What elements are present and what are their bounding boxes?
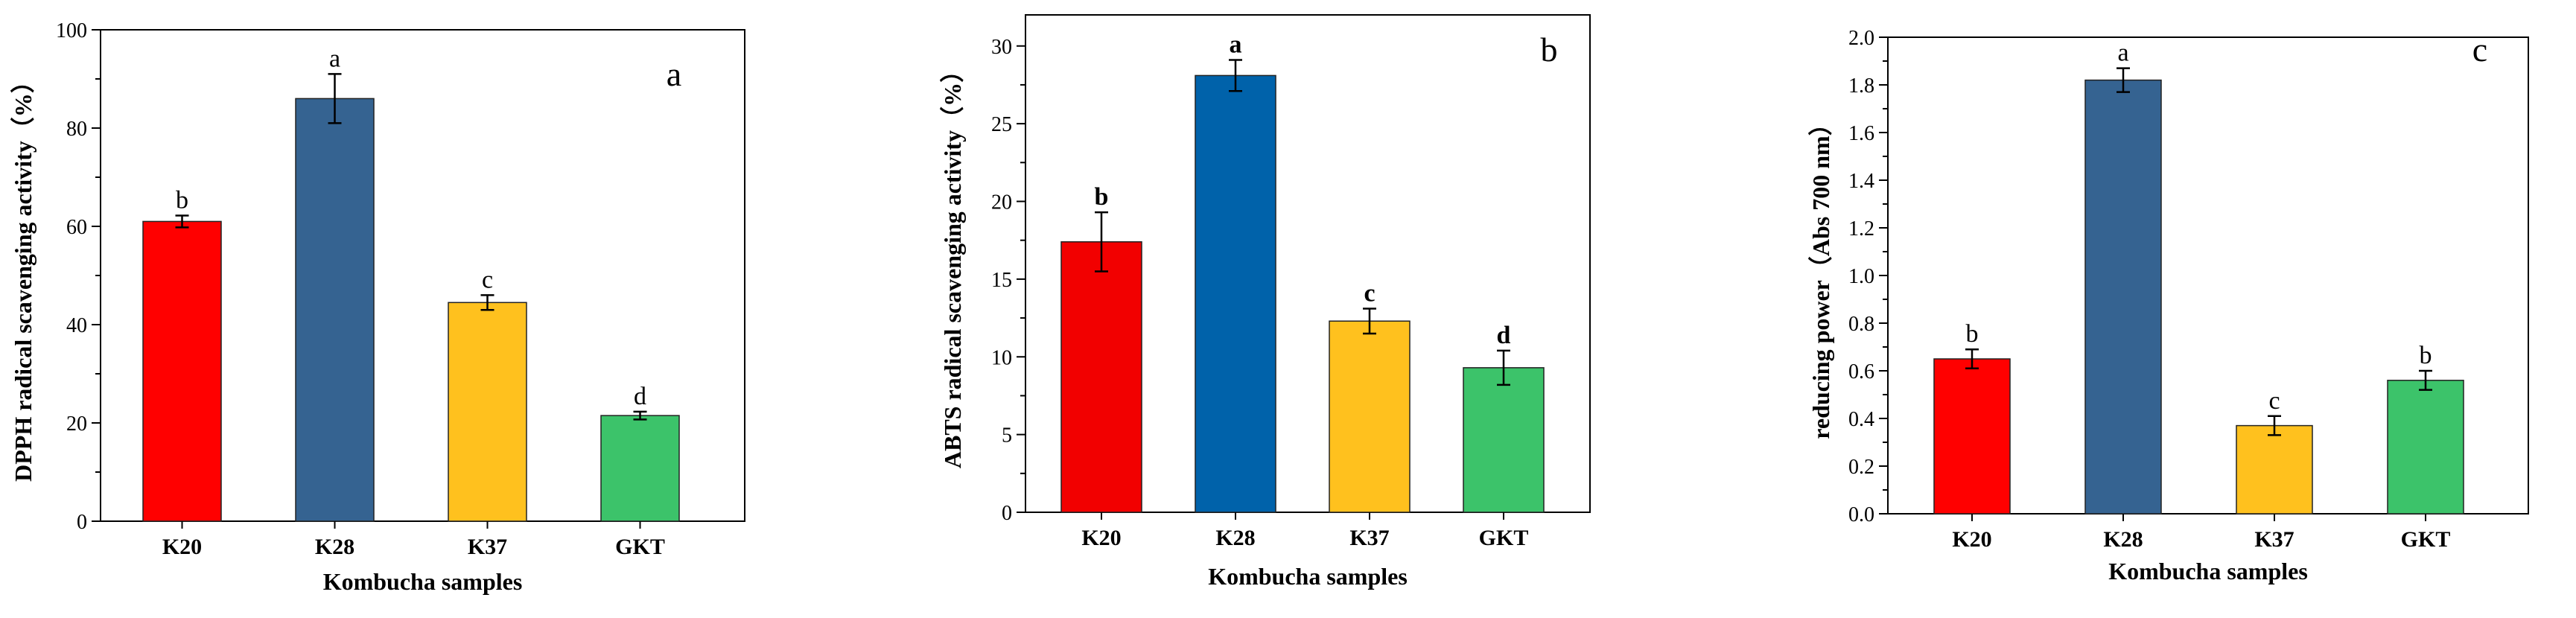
significance-letter: d (634, 383, 646, 410)
y-tick-label: 2.0 (1848, 27, 1874, 50)
y-tick-label: 60 (66, 216, 87, 239)
y-tick-label: 1.6 (1848, 122, 1874, 145)
y-tick-label: 20 (991, 191, 1012, 214)
y-tick-label: 0.8 (1848, 313, 1874, 336)
bar-gkt (1463, 367, 1545, 513)
x-tick-label: K37 (468, 535, 507, 559)
chart-panel-a: 0 20 40 60 80 100 b K20 a K28 c K37 d GKT a Kombucha sa… (10, 19, 745, 595)
y-tick-label: 10 (991, 346, 1012, 369)
significance-letter: d (1497, 322, 1511, 349)
y-tick-label: 0 (77, 511, 87, 534)
significance-letter: b (176, 186, 188, 214)
y-axis-title: DPPH radical scavenging activity（%） (10, 69, 36, 482)
x-tick-label: GKT (1479, 526, 1529, 550)
bar-gkt (600, 415, 680, 522)
y-tick-label: 0.4 (1848, 408, 1874, 431)
panel-letter: c (2472, 31, 2487, 69)
y-tick-label: 40 (66, 314, 87, 337)
bar-k28 (1195, 74, 1276, 513)
panel-letter: b (1541, 31, 1558, 69)
bar-k20 (1060, 241, 1142, 513)
panel-letter: a (667, 55, 681, 93)
y-tick-label: 20 (66, 412, 87, 436)
significance-letter: c (1364, 280, 1375, 308)
y-tick-label: 0.0 (1848, 503, 1874, 526)
x-tick-label: K37 (1349, 526, 1389, 550)
x-axis-title: Kombucha samples (2108, 558, 2308, 584)
bar-k37 (448, 302, 527, 522)
y-axis-title: reducing power（Abs 700 nm） (1807, 112, 1834, 439)
x-tick-label: GKT (615, 535, 665, 559)
chart-panel-b: 0 5 10 15 20 25 30 b K20 a K28 c K37 d GKT b Kombucha sa… (939, 14, 1591, 590)
significance-letter: c (2268, 387, 2280, 415)
x-tick-label: K28 (1215, 526, 1255, 550)
y-tick-label: 5 (1002, 424, 1012, 447)
bar-k37 (2236, 424, 2313, 515)
y-tick-label: 1.4 (1848, 170, 1874, 193)
significance-letter: b (1095, 183, 1109, 211)
y-tick-label: 0.6 (1848, 360, 1874, 383)
y-tick-label: 25 (991, 113, 1012, 136)
significance-letter: a (2117, 39, 2128, 67)
y-tick-label: 0.2 (1848, 456, 1874, 479)
bar-gkt (2387, 380, 2464, 515)
y-tick-label: 15 (991, 269, 1012, 292)
y-tick-label: 1.0 (1848, 265, 1874, 288)
y-tick-label: 0 (1002, 502, 1012, 525)
bar-k20 (142, 220, 222, 522)
x-tick-label: K28 (315, 535, 354, 559)
y-tick-label: 1.8 (1848, 74, 1874, 98)
y-tick-label: 1.2 (1848, 217, 1874, 240)
bar-k20 (1933, 358, 2011, 515)
significance-letter: b (2420, 342, 2432, 369)
x-axis-title: Kombucha samples (1208, 563, 1408, 590)
y-tick-label: 80 (66, 118, 87, 141)
x-tick-label: K20 (162, 535, 202, 559)
y-tick-label: 100 (56, 19, 87, 42)
y-tick-label: 30 (991, 36, 1012, 59)
bar-k28 (2084, 79, 2162, 515)
chart-panel-c: 0.0 0.2 0.4 0.6 0.8 1.0 1.2 1.4 1.6 1.8 2.0 b K20 a K2… (1807, 27, 2529, 584)
x-tick-label: K20 (1081, 526, 1121, 550)
x-axis-title: Kombucha samples (323, 568, 523, 595)
y-axis-title: ABTS radical scavenging activity（%） (939, 59, 966, 468)
significance-letter: a (329, 45, 340, 72)
plot-frame (1025, 14, 1591, 513)
x-tick-label: K37 (2254, 527, 2294, 552)
significance-letter: a (1230, 31, 1242, 59)
bar-k37 (1329, 320, 1411, 513)
x-tick-label: K28 (2103, 527, 2143, 552)
x-tick-label: GKT (2401, 527, 2451, 552)
x-tick-label: K20 (1952, 527, 1991, 552)
significance-letter: b (1966, 320, 1979, 348)
bar-k28 (295, 98, 375, 522)
significance-letter: c (482, 266, 493, 293)
